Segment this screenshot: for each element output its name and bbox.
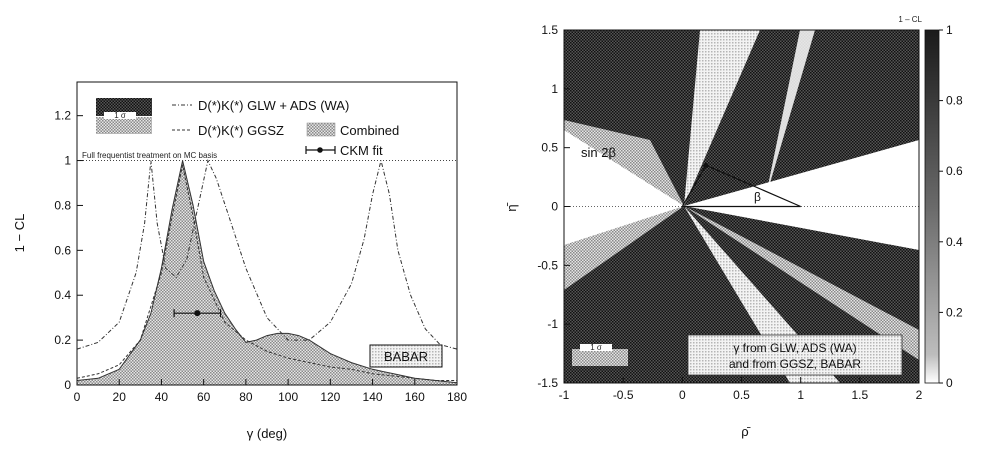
beta-label: β (754, 190, 761, 204)
left-legend: 1 σ D(*)K(*) GLW + ADS (WA) D(*)K(*) GGS… (82, 98, 399, 160)
legend-combined-label: Combined (340, 123, 399, 138)
unitarity-triangle (681, 162, 801, 208)
right-legend-swatch-1sigma (572, 349, 628, 366)
y-tick-label: 1 (551, 82, 558, 96)
colorbar-tick-label: 0.6 (946, 164, 963, 178)
frequentist-note: Full frequentist treatment on MC basis (82, 151, 217, 160)
legend-swatch-2sigma (96, 98, 152, 116)
sin2beta-band-lower (684, 206, 919, 360)
y-tick-label: 0 (64, 378, 71, 392)
y-tick-label: 1.5 (541, 23, 558, 37)
right-y-axis: -1.5 -1 -0.5 0 0.5 1 1.5 (537, 23, 570, 390)
colorbar-title: 1 – CL (898, 15, 922, 24)
left-x-axis-label: γ (deg) (247, 426, 287, 441)
left-plot-area (77, 159, 457, 385)
right-x-axis-label: ρ̄ (741, 424, 750, 439)
y-tick-label: 0.5 (541, 141, 558, 155)
right-chart: sin 2β β -1 -0.5 0 0.5 1 1.5 2 -1.5-1-0.500.51… (504, 15, 963, 439)
legend-swatch-white-band (104, 112, 136, 119)
right-legend-swatch-text: 1 σ (590, 343, 602, 352)
legend-combined-swatch (306, 122, 336, 137)
left-y-axis-label: 1 − CL (12, 214, 27, 253)
legend-ckm-marker (317, 147, 323, 153)
right-legend-swatch-2sigma (572, 330, 628, 348)
colorbar-tick-label: 1 (946, 23, 953, 37)
series-dashed (77, 164, 457, 381)
left-chart: 0 20 40 60 80 100 120 140 160 180 00.20.40.60.811… (12, 81, 467, 441)
x-tick-label: -1 (559, 388, 570, 402)
triangle-apex (703, 162, 709, 168)
x-tick-label: 1 (797, 388, 804, 402)
sin2beta-label: sin 2β (581, 145, 616, 160)
left-plot-frame (76, 81, 458, 386)
legend-ggsz-label: D(*)K(*) GGSZ (198, 123, 284, 138)
y-tick-label: 0 (551, 200, 558, 214)
y-tick-label: -1.5 (537, 376, 558, 390)
x-tick-label: 2 (916, 388, 923, 402)
y-tick-label: 0.2 (54, 333, 71, 347)
right-x-axis: -1 -0.5 0 0.5 1 1.5 2 (559, 377, 923, 402)
x-tick-label: 40 (155, 390, 169, 404)
series-filled (77, 160, 457, 385)
x-tick-label: 140 (363, 390, 383, 404)
y-tick-label: -1 (547, 317, 558, 331)
x-tick-label: 0.5 (733, 388, 750, 402)
y-tick-label: 0.4 (54, 288, 71, 302)
right-legend-line2: and from GGSZ, BABAR (729, 357, 861, 371)
y-tick-label: 1.2 (54, 109, 71, 123)
legend-swatch-text: 1 σ (114, 111, 126, 120)
colorbar-ticks: 0 0.2 0.4 0.6 0.8 1 (939, 23, 963, 390)
x-tick-label: 80 (239, 390, 253, 404)
y-tick-label: 1 (64, 154, 71, 168)
legend-glw-label: D(*)K(*) GLW + ADS (WA) (198, 98, 349, 113)
x-tick-label: 160 (405, 390, 425, 404)
x-tick-label: 60 (197, 390, 211, 404)
x-tick-label: -0.5 (613, 388, 634, 402)
legend-ckm-label: CKM fit (340, 143, 383, 158)
right-legend-line1: γ from GLW, ADS (WA) (733, 341, 856, 355)
ckm-fit-marker (194, 310, 201, 317)
babar-badge (369, 344, 443, 368)
x-tick-label: 20 (113, 390, 127, 404)
right-y-axis-label: η̄ (504, 202, 519, 211)
babar-badge-label: BABAR (384, 349, 428, 364)
vertical-light-band (765, 30, 815, 200)
right-plot-area (564, 30, 919, 383)
x-tick-label: 120 (320, 390, 340, 404)
white-wedge-right (684, 140, 919, 250)
right-legend-box (687, 334, 903, 376)
y-tick-label: 0.6 (54, 243, 71, 257)
y-tick-label: 0.8 (54, 198, 71, 212)
colorbar-tick-label: 0 (946, 376, 953, 390)
left-x-axis: 0 20 40 60 80 100 120 140 160 180 (74, 379, 467, 404)
series-dash-dot (77, 159, 457, 350)
colorbar (924, 29, 940, 384)
x-tick-label: 1.5 (851, 388, 868, 402)
x-tick-label: 180 (447, 390, 467, 404)
y-tick-label: -0.5 (537, 258, 558, 272)
white-wedge-left (564, 130, 684, 245)
left-y-axis: 0 0.2 0.4 0.6 0.8 1 1.2 (54, 109, 83, 392)
colorbar-tick-label: 0.8 (946, 94, 963, 108)
legend-swatch-1sigma (96, 117, 152, 134)
x-tick-label: 0 (74, 390, 81, 404)
sin2beta-band (564, 120, 684, 206)
light-band-top (684, 30, 760, 206)
x-tick-label: 0 (679, 388, 686, 402)
colorbar-tick-label: 0.2 (946, 305, 963, 319)
colorbar-tick-label: 0.4 (946, 235, 963, 249)
triangle-outline (681, 164, 801, 208)
x-tick-label: 100 (278, 390, 298, 404)
